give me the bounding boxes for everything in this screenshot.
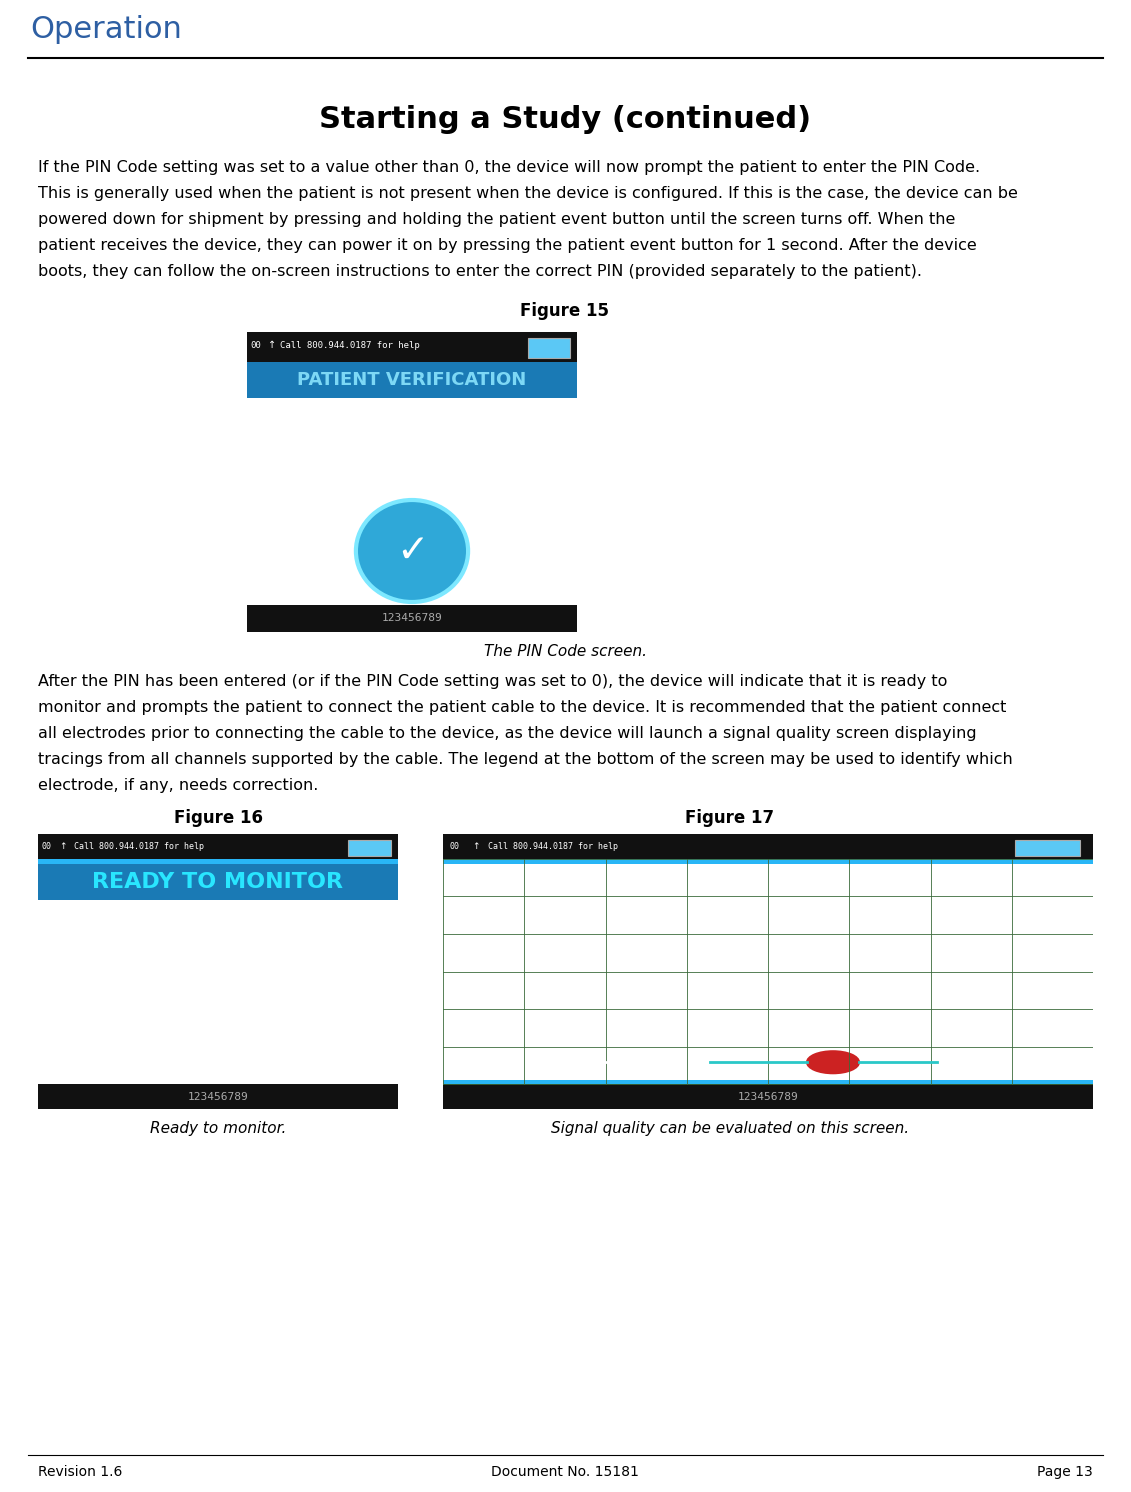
Text: Figure 16: Figure 16 <box>173 809 262 827</box>
Text: ↑: ↑ <box>60 841 67 850</box>
FancyBboxPatch shape <box>443 1085 1093 1109</box>
Text: Operation: Operation <box>31 15 182 43</box>
Text: Document No. 15181: Document No. 15181 <box>491 1465 639 1479</box>
FancyBboxPatch shape <box>38 834 398 859</box>
FancyBboxPatch shape <box>443 859 1093 864</box>
Text: Ready to monitor.: Ready to monitor. <box>149 1120 286 1135</box>
Text: TIME REMAINING:: TIME REMAINING: <box>103 1032 213 1044</box>
FancyBboxPatch shape <box>38 864 398 900</box>
FancyBboxPatch shape <box>247 604 577 633</box>
FancyBboxPatch shape <box>247 333 577 363</box>
FancyBboxPatch shape <box>38 859 398 864</box>
Text: READY TO MONITOR: READY TO MONITOR <box>93 873 344 892</box>
Text: Revision 1.6: Revision 1.6 <box>38 1465 122 1479</box>
Text: This is generally used when the patient is not present when the device is config: This is generally used when the patient … <box>38 186 1018 201</box>
Text: Figure 15: Figure 15 <box>520 301 610 319</box>
Text: tracings from all channels supported by the cable. The legend at the bottom of t: tracings from all channels supported by … <box>38 752 1012 767</box>
Text: PATIENT VERIFICATION: PATIENT VERIFICATION <box>297 372 527 389</box>
Text: Call 800.944.0187 for help: Call 800.944.0187 for help <box>489 841 619 850</box>
FancyBboxPatch shape <box>443 1080 1093 1085</box>
Text: Call 800.944.0187 for help: Call 800.944.0187 for help <box>280 342 420 351</box>
Text: electrode, if any, needs correction.: electrode, if any, needs correction. <box>38 777 318 794</box>
FancyBboxPatch shape <box>1015 840 1080 856</box>
Text: Figure 17: Figure 17 <box>685 809 775 827</box>
Text: patient receives the device, they can power it on by pressing the patient event : patient receives the device, they can po… <box>38 239 977 254</box>
Text: then touch this button: then touch this button <box>335 449 490 463</box>
FancyBboxPatch shape <box>38 1085 398 1109</box>
Text: powered down for shipment by pressing and holding the patient event button until: powered down for shipment by pressing an… <box>38 212 956 227</box>
Text: 00: 00 <box>250 342 261 351</box>
Text: After the PIN has been entered (or if the PIN Code setting was set to 0), the de: After the PIN has been entered (or if th… <box>38 674 948 689</box>
Text: to get started.: to get started. <box>362 476 461 489</box>
Text: Hello! Please obtain your PIN: Hello! Please obtain your PIN <box>311 422 512 436</box>
Text: If the PIN Code setting was set to a value other than 0, the device will now pro: If the PIN Code setting was set to a val… <box>38 160 981 175</box>
Text: The PIN Code screen.: The PIN Code screen. <box>483 645 647 659</box>
Circle shape <box>808 1052 860 1073</box>
Text: Call 800.944.0187 for help: Call 800.944.0187 for help <box>74 841 204 850</box>
Text: PLEASE CONNECT: PLEASE CONNECT <box>143 912 294 927</box>
Text: boots, they can follow the on-screen instructions to enter the correct PIN (prov: boots, they can follow the on-screen ins… <box>38 264 922 279</box>
FancyBboxPatch shape <box>443 834 1093 859</box>
Text: 123456789: 123456789 <box>381 613 442 624</box>
Text: ↑: ↑ <box>268 340 277 351</box>
Circle shape <box>356 500 468 601</box>
FancyBboxPatch shape <box>347 840 391 856</box>
Text: 12:30: 12:30 <box>271 1032 310 1044</box>
Text: Page 13: Page 13 <box>1037 1465 1093 1479</box>
Text: 123456789: 123456789 <box>737 1092 798 1101</box>
Text: monitor and prompts the patient to connect the patient cable to the device. It i: monitor and prompts the patient to conne… <box>38 700 1007 715</box>
Text: 123456789: 123456789 <box>188 1092 249 1101</box>
Text: 00: 00 <box>42 841 52 850</box>
Circle shape <box>657 1052 709 1073</box>
FancyBboxPatch shape <box>527 339 570 358</box>
Text: 00: 00 <box>449 841 459 850</box>
Text: THE PATIENT CABLE: THE PATIENT CABLE <box>133 938 302 953</box>
Text: ↑: ↑ <box>473 841 480 850</box>
Text: all electrodes prior to connecting the cable to the device, as the device will l: all electrodes prior to connecting the c… <box>38 727 977 742</box>
Text: Starting a Study (continued): Starting a Study (continued) <box>319 104 811 134</box>
Text: TO MONITOR YOUR HEART: TO MONITOR YOUR HEART <box>105 965 330 982</box>
Text: ✓: ✓ <box>396 533 429 570</box>
FancyBboxPatch shape <box>247 363 577 398</box>
Text: Signal quality can be evaluated on this screen.: Signal quality can be evaluated on this … <box>551 1120 909 1135</box>
